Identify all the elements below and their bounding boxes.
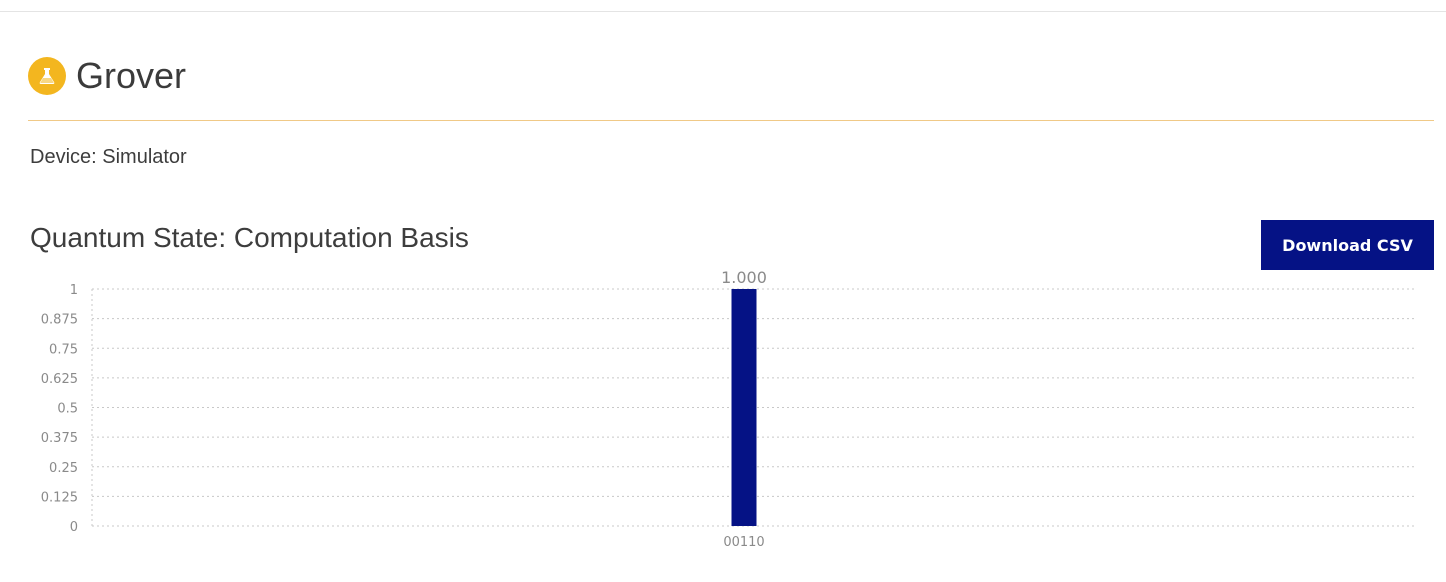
top-divider: [0, 11, 1446, 12]
y-tick-label: 0.375: [41, 431, 78, 446]
chart-data-labels: 1.000: [721, 268, 767, 287]
y-tick-label: 0.625: [41, 372, 78, 387]
page-title: Grover: [76, 55, 187, 96]
y-tick-label: 0: [70, 520, 78, 535]
bar-00110: [731, 289, 757, 526]
bar-value-label: 1.000: [721, 268, 767, 287]
experiment-badge: [28, 57, 66, 95]
download-csv-button[interactable]: Download CSV: [1261, 220, 1434, 270]
header-divider: [28, 120, 1434, 121]
y-tick-label: 0.125: [41, 490, 78, 505]
page-header: Grover: [28, 56, 186, 96]
device-label: Device: Simulator: [30, 146, 187, 168]
x-tick-label: 00110: [723, 535, 764, 550]
section-title: Quantum State: Computation Basis: [30, 222, 469, 253]
y-tick-label: 0.875: [41, 313, 78, 328]
chart-bars: [731, 289, 757, 526]
y-tick-label: 0.75: [49, 342, 78, 357]
y-tick-label: 0.5: [57, 402, 78, 417]
chart-x-ticks: 00110: [723, 535, 764, 550]
chart-y-ticks: 0 0.125 0.25 0.375 0.5 0.625 0.75 0.875 1: [41, 283, 78, 535]
flask-icon: [39, 68, 55, 84]
y-tick-label: 1: [70, 283, 78, 298]
y-tick-label: 0.25: [49, 461, 78, 476]
